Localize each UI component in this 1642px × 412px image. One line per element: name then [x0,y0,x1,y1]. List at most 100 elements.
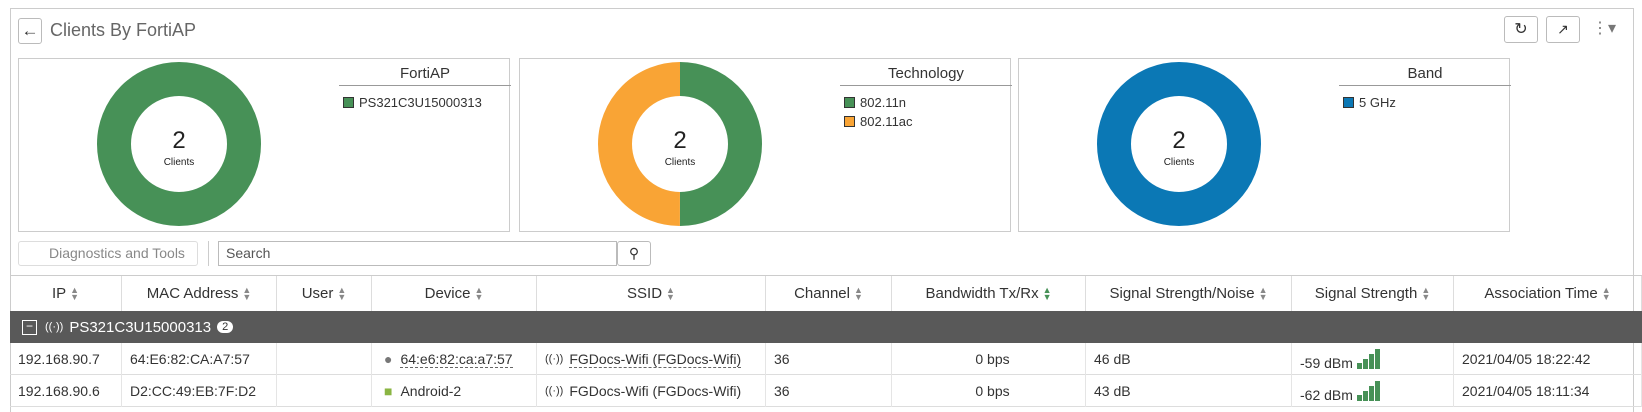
signal-bar [1362,391,1368,401]
signal-value: -59 dBm [1300,355,1353,371]
device-name: Android-2 [400,383,462,399]
table-cell [277,375,372,407]
device-icon: ● [384,351,393,367]
separator [208,241,209,266]
donut-segment [1097,62,1261,226]
sort-icon: ▲ ▼ [1042,284,1052,302]
table-cell: 36 [766,343,892,375]
table-cell: 2021/04/05 18:22:42 [1454,343,1642,375]
table-cell: ● 64:e6:82:ca:a7:57 [372,343,537,375]
search-button[interactable]: ⚲ [617,241,651,266]
cell-text: 2021/04/05 18:11:34 [1462,383,1590,399]
refresh-button[interactable]: ↻ [1504,16,1538,43]
signal-bar [1368,354,1374,369]
column-label: Signal Strength/Noise [1109,285,1255,302]
signal-bar [1374,381,1380,401]
sort-icon: ▲ ▼ [1421,284,1431,302]
open-button[interactable]: ↗ [1546,16,1580,43]
chart-panel: 2 Clients FortiAP PS321C3U15000313 [18,58,511,232]
column-header[interactable]: MAC Address ▲ ▼ [122,276,277,311]
column-header[interactable]: Signal Strength/Noise ▲ ▼ [1086,276,1292,311]
legend-item: 802.11ac [844,114,913,129]
table-cell: 36 [766,375,892,407]
legend-title: Technology [840,65,1012,86]
group-row: − ((·)) PS321C3U15000313 2 [10,311,1642,343]
signal-bars [1356,349,1381,369]
back-button[interactable]: ← [18,18,42,44]
center-label: Clients [1164,157,1195,168]
center-value: 2 [172,127,185,154]
cell-text: 43 dB [1094,383,1131,399]
column-label: MAC Address [146,285,239,302]
table-cell: 46 dB [1086,343,1292,375]
chart-panel: 2 Clients Technology 802.11n 802.11ac [519,58,1012,232]
table-cell: 43 dB [1086,375,1292,407]
table-cell: ■ Android-2 [372,375,537,407]
legend-swatch [343,97,354,108]
table-cell: -62 dBm [1292,375,1454,407]
legend-swatch [1343,97,1354,108]
column-label: User [301,285,334,302]
column-header[interactable]: SSID ▲ ▼ [537,276,766,311]
column-header[interactable]: User ▲ ▼ [277,276,372,311]
wifi-icon: ((·)) [545,385,564,397]
legend-label: 802.11ac [860,114,913,129]
ap-icon: ((·)) [45,321,64,333]
wifi-icon: ((·)) [545,353,564,365]
column-header[interactable]: Signal Strength ▲ ▼ [1292,276,1454,311]
widget-frame [10,8,1634,412]
table-cell [277,343,372,375]
legend-swatch [844,97,855,108]
column-header[interactable]: Device ▲ ▼ [372,276,537,311]
search-input[interactable]: Search [218,241,617,266]
sort-icon: ▲ ▼ [1258,284,1268,302]
table-cell: 0 bps [892,375,1086,407]
collapse-toggle[interactable]: − [22,319,37,335]
column-label: IP [51,285,67,302]
column-label: Association Time [1484,285,1598,302]
sort-icon: ▲ ▼ [1601,284,1611,302]
sort-icon: ▲ ▼ [70,284,80,302]
table-cell: 2021/04/05 18:11:34 [1454,375,1642,407]
cell-text: 0 bps [975,383,1010,399]
row-border [10,406,1642,407]
device-name: 64:e6:82:ca:a7:57 [400,350,513,368]
cell-text: 192.168.90.6 [18,383,100,399]
table-cell: ((·)) FGDocs-Wifi (FGDocs-Wifi) [537,343,766,375]
title: Clients By FortiAP [50,20,197,40]
signal-bar [1362,359,1368,369]
menu-button[interactable]: ⋮▾ [1592,20,1617,37]
table-cell: 192.168.90.6 [10,375,122,407]
donut: 2 Clients [598,62,762,226]
column-label: Bandwidth Tx/Rx [925,285,1039,302]
donut-segment [97,62,261,226]
legend-label: 5 GHz [1359,95,1396,110]
signal-value: -62 dBm [1300,387,1353,403]
sort-icon: ▲ ▼ [474,284,484,302]
legend-title: Band [1339,65,1511,86]
column-label: SSID [627,285,663,302]
column-header[interactable]: Channel ▲ ▼ [766,276,892,311]
table-cell: ((·)) FGDocs-Wifi (FGDocs-Wifi) [537,375,766,407]
column-header[interactable]: Association Time ▲ ▼ [1454,276,1642,311]
diagnostics-button[interactable]: Diagnostics and Tools [18,241,198,266]
center-label: Clients [164,157,195,168]
center-value: 2 [673,127,686,154]
cell-text: 36 [774,383,790,399]
table-cell: 64:E6:82:CA:A7:57 [122,343,277,375]
device-icon: ■ [384,383,393,399]
cell-text: 192.168.90.7 [18,351,100,367]
cell-text: 36 [774,351,790,367]
signal-bar [1368,386,1374,401]
sort-icon: ▲ ▼ [242,284,252,302]
column-header[interactable]: Bandwidth Tx/Rx ▲ ▼ [892,276,1086,311]
signal-bar [1374,349,1380,369]
legend-label: PS321C3U15000313 [359,95,482,110]
group-name: PS321C3U15000313 [69,318,212,336]
column-label: Signal Strength [1314,285,1418,302]
column-header[interactable]: IP ▲ ▼ [10,276,122,311]
column-label: Channel [794,285,850,302]
signal-bars [1356,381,1381,401]
cell-text: 0 bps [975,351,1010,367]
